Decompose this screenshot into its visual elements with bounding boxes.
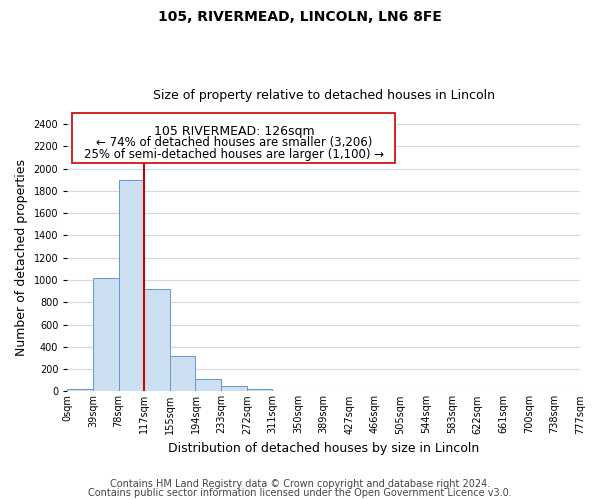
Text: ← 74% of detached houses are smaller (3,206): ← 74% of detached houses are smaller (3,…: [96, 136, 372, 149]
Text: 105 RIVERMEAD: 126sqm: 105 RIVERMEAD: 126sqm: [154, 125, 314, 138]
Text: Contains HM Land Registry data © Crown copyright and database right 2024.: Contains HM Land Registry data © Crown c…: [110, 479, 490, 489]
Bar: [170, 356, 196, 392]
Bar: [119, 180, 144, 392]
Y-axis label: Number of detached properties: Number of detached properties: [15, 159, 28, 356]
Text: 105, RIVERMEAD, LINCOLN, LN6 8FE: 105, RIVERMEAD, LINCOLN, LN6 8FE: [158, 10, 442, 24]
Text: 25% of semi-detached houses are larger (1,100) →: 25% of semi-detached houses are larger (…: [84, 148, 384, 160]
Text: Contains public sector information licensed under the Open Government Licence v3: Contains public sector information licen…: [88, 488, 512, 498]
Bar: [247, 388, 272, 392]
Bar: [196, 379, 221, 392]
Bar: [221, 386, 247, 392]
Bar: [67, 389, 93, 392]
Bar: [93, 278, 119, 392]
X-axis label: Distribution of detached houses by size in Lincoln: Distribution of detached houses by size …: [168, 442, 479, 455]
FancyBboxPatch shape: [73, 114, 395, 163]
Bar: [144, 289, 170, 392]
Title: Size of property relative to detached houses in Lincoln: Size of property relative to detached ho…: [152, 89, 494, 102]
